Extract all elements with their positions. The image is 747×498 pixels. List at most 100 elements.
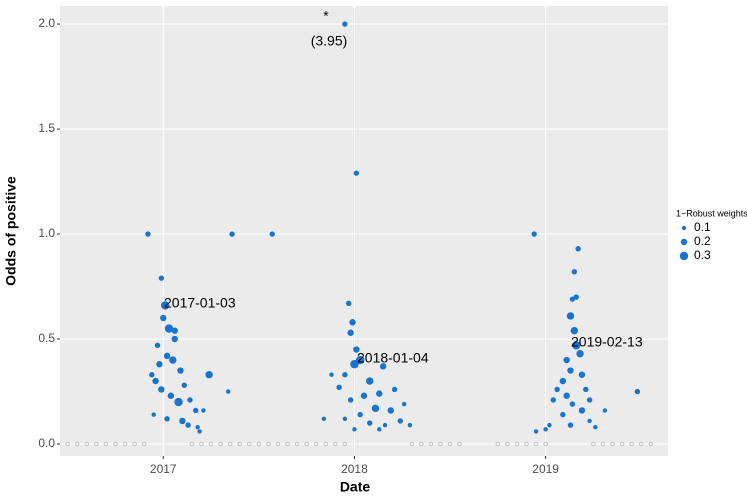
- x-tick-label: 2019: [532, 462, 559, 476]
- point: [164, 416, 170, 422]
- point: [567, 367, 574, 374]
- zero-point: [132, 441, 137, 447]
- legend-key: [679, 251, 689, 261]
- point: [566, 312, 575, 320]
- point: [563, 356, 570, 364]
- point: [145, 231, 151, 237]
- zero-point: [94, 441, 99, 447]
- zero-point: [438, 441, 443, 447]
- point: [407, 422, 413, 428]
- point: [360, 392, 368, 399]
- point: [171, 335, 178, 343]
- zero-point: [189, 441, 195, 447]
- point: [634, 388, 641, 395]
- point: [533, 429, 539, 434]
- point: [342, 21, 348, 27]
- point: [587, 418, 592, 424]
- point: [167, 392, 175, 399]
- legend-label: 0.3: [694, 248, 711, 262]
- point: [377, 427, 382, 432]
- zero-point: [141, 441, 147, 447]
- y-tick-label: 2.0: [38, 16, 55, 30]
- point: [559, 377, 567, 385]
- annotation: 2017‑01‑03: [164, 295, 236, 311]
- x-tick-label: 2017: [150, 462, 177, 476]
- point: [554, 386, 560, 393]
- point: [205, 371, 213, 379]
- legend-key: [681, 225, 687, 231]
- zero-point: [610, 441, 615, 447]
- x-axis-title: Date: [340, 479, 371, 495]
- zero-point: [629, 441, 634, 447]
- zero-point: [122, 441, 128, 447]
- point: [602, 408, 608, 413]
- point: [179, 417, 186, 425]
- y-tick-label: 1.5: [38, 121, 55, 135]
- panel: [60, 6, 668, 456]
- zero-point: [648, 441, 653, 447]
- zero-point: [113, 441, 118, 447]
- point: [174, 397, 183, 407]
- zero-point: [333, 441, 338, 447]
- annotation: 2019‑02‑13: [571, 334, 643, 350]
- point: [195, 425, 200, 430]
- point: [177, 367, 184, 374]
- point: [578, 407, 586, 414]
- zero-point: [304, 441, 309, 447]
- zero-point: [524, 441, 529, 447]
- point: [371, 404, 380, 413]
- point: [342, 416, 348, 422]
- point: [185, 422, 191, 428]
- zero-point: [218, 441, 223, 447]
- point: [229, 231, 235, 237]
- legend-title: 1−Robust weights: [676, 208, 747, 218]
- point: [151, 412, 156, 417]
- zero-point: [237, 441, 242, 447]
- zero-point: [275, 441, 281, 447]
- y-tick-label: 0.5: [38, 331, 55, 345]
- zero-point: [323, 441, 328, 447]
- zero-point: [639, 441, 644, 447]
- x-tick-label: 2018: [341, 462, 368, 476]
- point: [583, 386, 589, 393]
- zero-point: [619, 441, 625, 447]
- zero-point: [342, 441, 348, 447]
- point: [160, 314, 167, 322]
- point: [342, 372, 348, 378]
- point: [149, 372, 155, 378]
- point: [550, 397, 556, 403]
- point: [575, 246, 581, 252]
- y-tick-label: 0.0: [38, 436, 55, 450]
- point: [347, 329, 354, 336]
- point: [346, 300, 352, 307]
- zero-point: [227, 441, 233, 447]
- point: [164, 324, 174, 333]
- point: [560, 411, 566, 418]
- zero-point: [514, 441, 520, 447]
- zero-point: [65, 441, 70, 447]
- zero-point: [505, 441, 510, 447]
- point: [391, 386, 398, 393]
- zero-point: [533, 441, 539, 447]
- zero-point: [294, 441, 300, 447]
- point: [578, 371, 586, 378]
- point: [571, 269, 578, 275]
- zero-point: [409, 441, 414, 447]
- zero-point: [285, 441, 290, 447]
- point: [401, 401, 407, 407]
- point: [366, 377, 374, 385]
- point: [572, 341, 581, 350]
- point: [152, 377, 159, 385]
- zero-point: [495, 441, 501, 447]
- point: [567, 422, 574, 428]
- point: [563, 392, 570, 399]
- point: [321, 416, 327, 422]
- point: [531, 231, 537, 237]
- point: [193, 407, 199, 414]
- point: [570, 326, 579, 335]
- y-axis-title: Odds of positive: [3, 176, 19, 286]
- point: [187, 397, 193, 403]
- annotation: (3.95): [311, 33, 348, 49]
- zero-point: [447, 441, 453, 447]
